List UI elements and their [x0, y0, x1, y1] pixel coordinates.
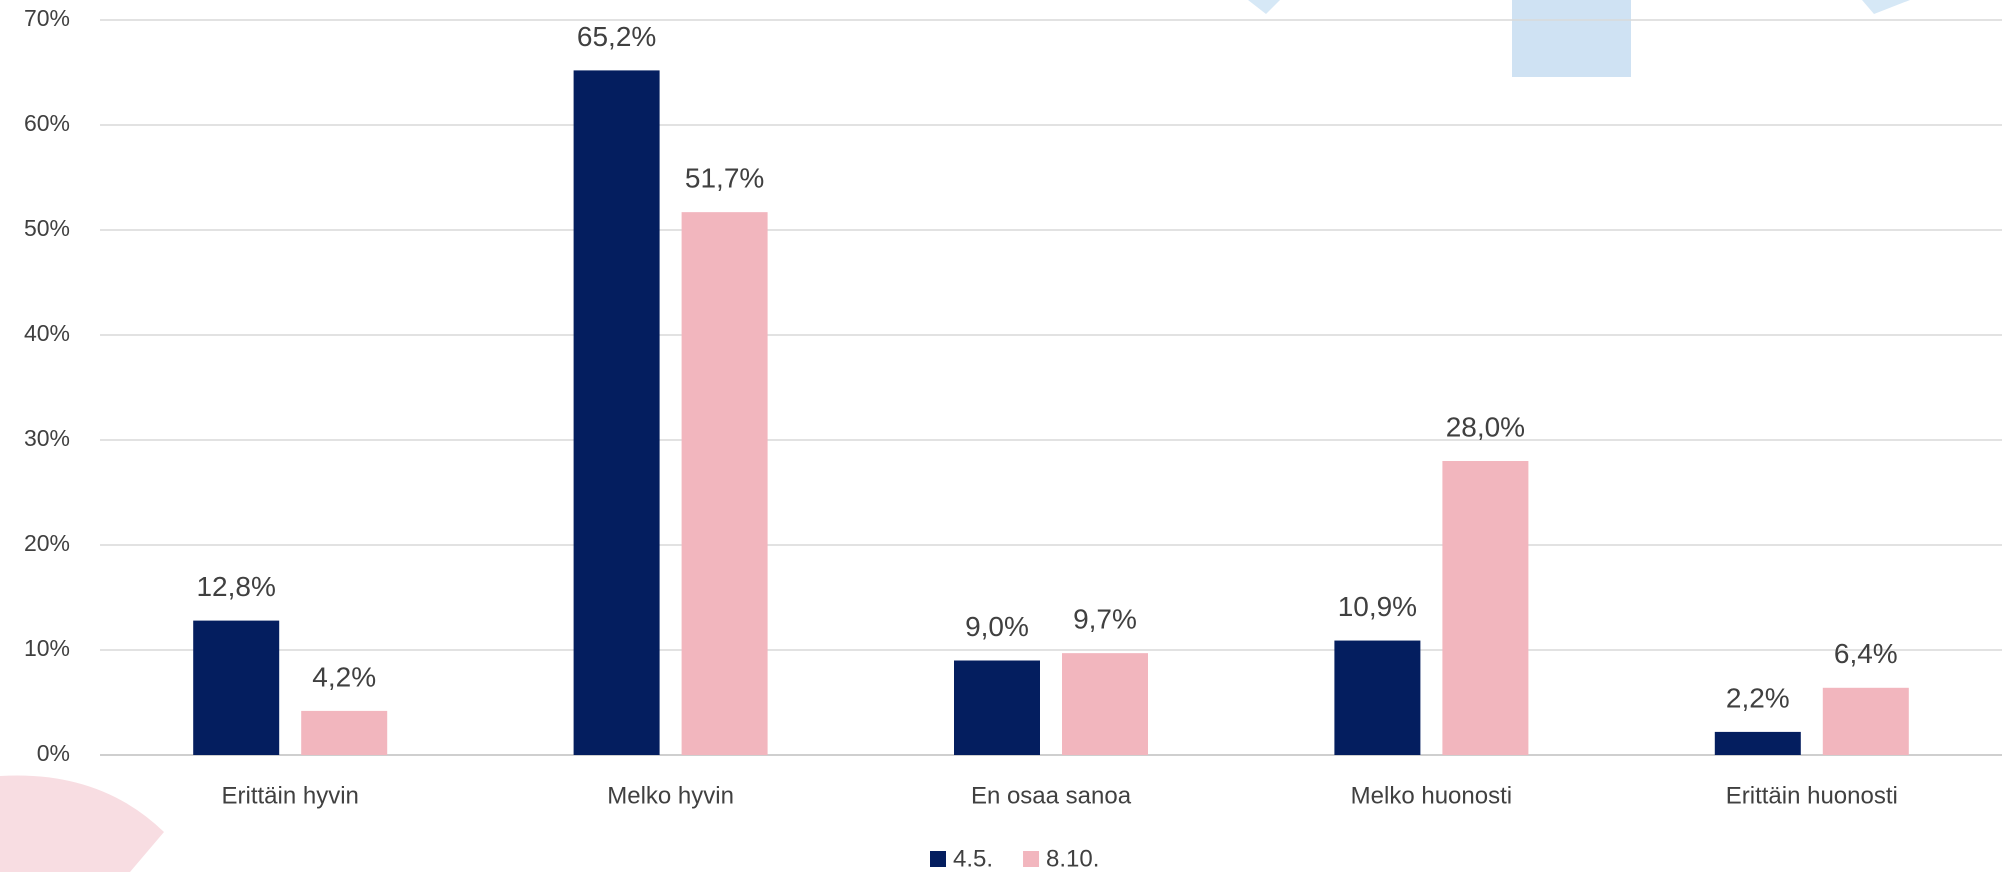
y-tick-label: 40%	[24, 320, 70, 346]
y-tick-label: 0%	[37, 740, 70, 766]
x-tick-label: Melko huonosti	[1351, 782, 1512, 809]
bar	[1334, 640, 1421, 755]
decoration	[1512, 0, 1631, 77]
x-tick-label: Erittäin hyvin	[222, 782, 359, 809]
bar	[954, 660, 1040, 755]
plot-area: 0% 10% 20% 30% 40% 50% 60% 70% Erittäin hyvin 12,…	[24, 5, 2002, 872]
bar	[193, 620, 280, 755]
data-label: 2,2%	[1726, 682, 1790, 713]
x-tick-label: Melko hyvin	[607, 782, 734, 809]
y-tick-label: 70%	[24, 5, 70, 31]
x-tick-label: En osaa sanoa	[971, 782, 1132, 809]
y-tick-label: 30%	[24, 425, 70, 451]
data-label: 65,2%	[577, 21, 656, 52]
data-label: 12,8%	[196, 571, 275, 602]
bar	[573, 70, 660, 755]
bar	[301, 710, 388, 755]
y-tick-label: 20%	[24, 530, 70, 556]
y-tick-label: 10%	[24, 635, 70, 661]
legend-label: 8.10.	[1046, 845, 1099, 872]
data-label: 51,7%	[685, 163, 764, 194]
data-label: 4,2%	[312, 661, 376, 692]
bar	[1062, 653, 1148, 755]
data-label: 6,4%	[1834, 638, 1898, 669]
bar	[1714, 731, 1801, 755]
x-tick-label: Erittäin huonosti	[1726, 782, 1898, 809]
y-tick-label: 60%	[24, 110, 70, 136]
legend-label: 4.5.	[953, 845, 993, 872]
decoration	[1862, 0, 1910, 14]
legend-swatch	[930, 851, 946, 867]
data-label: 10,9%	[1338, 591, 1417, 622]
bar	[681, 212, 768, 755]
legend-swatch	[1023, 851, 1040, 867]
y-tick-label: 50%	[24, 215, 70, 241]
bar	[1442, 461, 1529, 755]
data-label: 9,0%	[965, 611, 1029, 642]
data-label: 28,0%	[1446, 411, 1525, 442]
decoration	[0, 775, 164, 872]
bar	[1822, 687, 1909, 755]
decoration	[1248, 0, 1280, 14]
data-label: 9,7%	[1073, 604, 1137, 635]
